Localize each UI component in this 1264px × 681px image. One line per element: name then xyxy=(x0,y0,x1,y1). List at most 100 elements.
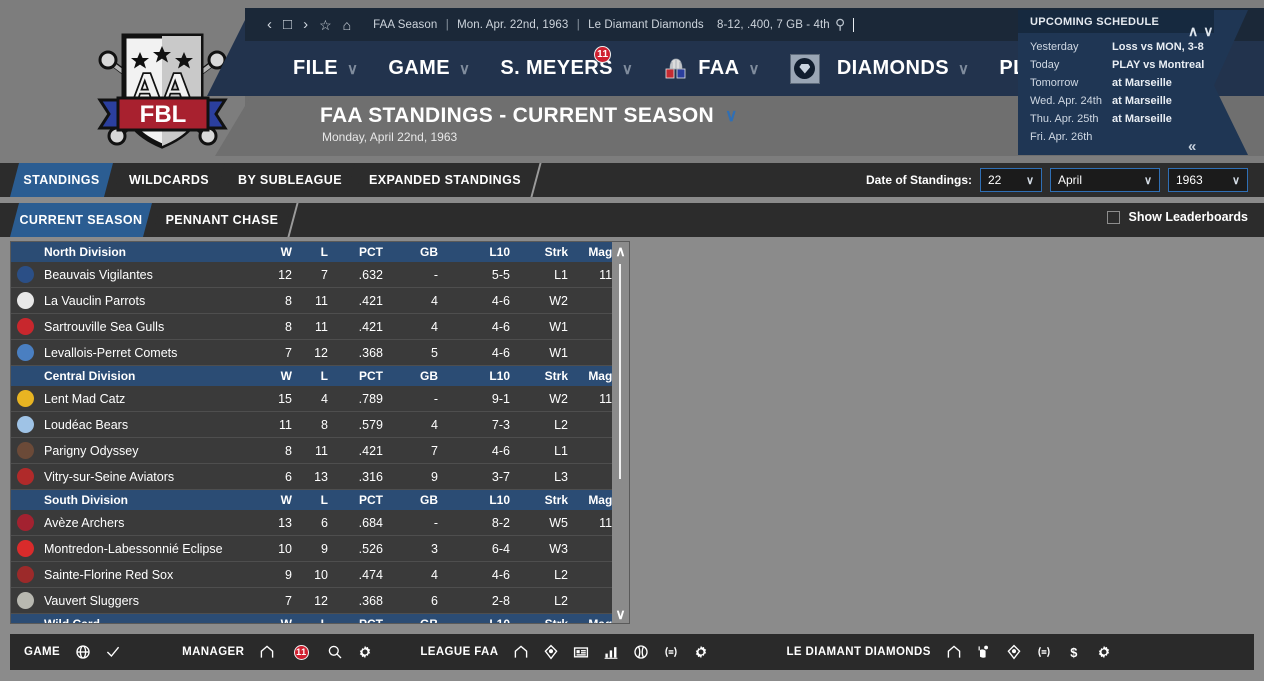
breadcrumb-team[interactable]: Le Diamant Diamonds xyxy=(588,18,704,31)
chart-icon[interactable] xyxy=(602,643,620,661)
column-header-gb[interactable]: GB xyxy=(420,244,438,259)
team-name[interactable]: Levallois-Perret Comets xyxy=(44,345,178,360)
schedule-row[interactable]: Thu. Apr. 25th at Marseille xyxy=(1018,110,1214,128)
column-header-pct[interactable]: PCT xyxy=(359,368,383,383)
page-icon[interactable]: □ xyxy=(283,16,293,33)
column-header-gb[interactable]: GB xyxy=(420,368,438,383)
column-header-pct[interactable]: PCT xyxy=(359,244,383,259)
home-icon[interactable]: ⌂ xyxy=(342,16,352,33)
standings-year-select[interactable]: 1963 ∨ xyxy=(1168,168,1248,192)
collapse-panel-icon[interactable]: « xyxy=(1188,138,1197,155)
table-row[interactable]: Vauvert Sluggers 7 12 .368 6 2-8 L2 xyxy=(11,588,619,614)
column-header-l[interactable]: L xyxy=(320,616,328,624)
column-header-w[interactable]: W xyxy=(280,492,292,507)
menu-file[interactable]: FILE ∨ xyxy=(293,57,358,80)
team-name[interactable]: Loudéac Bears xyxy=(44,417,129,432)
scroll-up-icon[interactable]: ∧ xyxy=(615,242,626,259)
roster-icon[interactable] xyxy=(975,643,993,661)
column-header-w[interactable]: W xyxy=(280,368,292,383)
team-name[interactable]: Sartrouville Sea Gulls xyxy=(44,319,165,334)
notification-badge[interactable]: 11 xyxy=(594,46,612,63)
table-row[interactable]: Lent Mad Catz 15 4 .789 - 9-1 W2 118 xyxy=(11,386,619,412)
search-box[interactable]: ⚲ xyxy=(835,12,1205,37)
tab-expanded-standings[interactable]: EXPANDED STANDINGS xyxy=(355,163,535,197)
chevron-down-icon[interactable]: ∨ xyxy=(1203,23,1214,39)
check-icon[interactable] xyxy=(104,643,122,661)
team-name[interactable]: Parigny Odyssey xyxy=(44,443,139,458)
column-header-strk[interactable]: Strk xyxy=(544,368,568,383)
menu-manager[interactable]: 11 S. MEYERS ∨ xyxy=(500,46,633,80)
column-header-mag[interactable]: Mag# xyxy=(588,616,619,624)
column-header-mag[interactable]: Mag# xyxy=(588,368,619,383)
gear-icon[interactable] xyxy=(356,643,374,661)
tab-by-subleague[interactable]: BY SUBLEAGUE xyxy=(225,163,355,197)
tab-wildcards[interactable]: WILDCARDS xyxy=(113,163,225,197)
table-row[interactable]: Sainte-Florine Red Sox 9 10 .474 4 4-6 L… xyxy=(11,562,619,588)
scrollbar-thumb[interactable] xyxy=(619,264,621,479)
schedule-row[interactable]: Wed. Apr. 24th at Marseille xyxy=(1018,92,1214,110)
tab-standings[interactable]: STANDINGS xyxy=(10,163,113,197)
column-header-pct[interactable]: PCT xyxy=(359,616,383,624)
scroll-down-icon[interactable]: ∨ xyxy=(615,605,626,622)
team-name[interactable]: Sainte-Florine Red Sox xyxy=(44,567,174,582)
favorite-star-icon[interactable]: ☆ xyxy=(319,16,332,33)
team-name[interactable]: Vauvert Sluggers xyxy=(44,593,139,608)
column-header-l[interactable]: L xyxy=(320,368,328,383)
chevron-up-icon[interactable]: ∧ xyxy=(1188,23,1199,39)
table-row[interactable]: La Vauclin Parrots 8 11 .421 4 4-6 W2 xyxy=(11,288,619,314)
tab-pennant-chase[interactable]: PENNANT CHASE xyxy=(152,203,292,237)
globe-icon[interactable] xyxy=(74,643,92,661)
team-name[interactable]: Lent Mad Catz xyxy=(44,391,126,406)
home-icon[interactable] xyxy=(512,643,530,661)
schedule-row[interactable]: Yesterday Loss vs MON, 3-8 xyxy=(1018,38,1214,56)
gear-icon[interactable] xyxy=(1095,643,1113,661)
home-icon[interactable] xyxy=(945,643,963,661)
show-leaderboards-toggle[interactable]: Show Leaderboards xyxy=(1106,210,1248,224)
location-icon[interactable] xyxy=(542,643,560,661)
table-row[interactable]: Loudéac Bears 11 8 .579 4 7-3 L2 xyxy=(11,412,619,438)
search-icon[interactable] xyxy=(326,643,344,661)
column-header-l10[interactable]: L10 xyxy=(489,492,510,507)
forward-icon[interactable]: › xyxy=(303,16,309,33)
table-row[interactable]: Vitry-sur-Seine Aviators 6 13 .316 9 3-7… xyxy=(11,464,619,490)
column-header-mag[interactable]: Mag# xyxy=(588,244,619,259)
table-row[interactable]: Levallois-Perret Comets 7 12 .368 5 4-6 … xyxy=(11,340,619,366)
tab-current-season[interactable]: CURRENT SEASON xyxy=(10,203,152,237)
column-header-w[interactable]: W xyxy=(280,616,292,624)
table-row[interactable]: Sartrouville Sea Gulls 8 11 .421 4 4-6 W… xyxy=(11,314,619,340)
schedule-row[interactable]: Fri. Apr. 26th xyxy=(1018,128,1214,146)
menu-game[interactable]: GAME ∨ xyxy=(388,57,470,80)
column-header-pct[interactable]: PCT xyxy=(359,492,383,507)
breadcrumb-date[interactable]: Mon. Apr. 22nd, 1963 xyxy=(457,18,569,31)
breadcrumb-league[interactable]: FAA Season xyxy=(373,18,438,31)
schedule-row[interactable]: Today PLAY vs Montreal xyxy=(1018,56,1214,74)
trade-icon[interactable] xyxy=(662,643,680,661)
menu-team[interactable]: DIAMONDS ∨ xyxy=(789,53,969,84)
baseball-icon[interactable] xyxy=(632,643,650,661)
column-header-gb[interactable]: GB xyxy=(420,616,438,624)
table-row[interactable]: Parigny Odyssey 8 11 .421 7 4-6 L1 xyxy=(11,438,619,464)
team-name[interactable]: Montredon-Labessonnié Eclipse xyxy=(44,541,223,556)
standings-day-select[interactable]: 22 ∨ xyxy=(980,168,1042,192)
team-name[interactable]: Vitry-sur-Seine Aviators xyxy=(44,469,175,484)
location-icon[interactable] xyxy=(1005,643,1023,661)
card-icon[interactable] xyxy=(572,643,590,661)
back-icon[interactable]: ‹ xyxy=(267,16,272,33)
menu-league[interactable]: FAA ∨ xyxy=(663,56,760,82)
home-icon[interactable] xyxy=(258,643,276,661)
table-row[interactable]: Beauvais Vigilantes 12 7 .632 - 5-5 L1 1… xyxy=(11,262,619,288)
show-leaderboards-checkbox[interactable] xyxy=(1106,210,1120,224)
column-header-l[interactable]: L xyxy=(320,244,328,259)
scrollbar-track[interactable] xyxy=(612,260,629,605)
column-header-l10[interactable]: L10 xyxy=(489,244,510,259)
schedule-nav[interactable]: ∧ ∨ xyxy=(1188,23,1238,40)
column-header-l10[interactable]: L10 xyxy=(489,368,510,383)
chevron-down-icon[interactable]: ∨ xyxy=(725,106,738,125)
standings-month-select[interactable]: April ∨ xyxy=(1050,168,1160,192)
column-header-w[interactable]: W xyxy=(280,244,292,259)
trade-icon[interactable] xyxy=(1035,643,1053,661)
table-row[interactable]: Montredon-Labessonnié Eclipse 10 9 .526 … xyxy=(11,536,619,562)
dollar-icon[interactable]: $ xyxy=(1065,643,1083,661)
inbox-icon[interactable]: 11 xyxy=(288,643,314,661)
column-header-gb[interactable]: GB xyxy=(420,492,438,507)
